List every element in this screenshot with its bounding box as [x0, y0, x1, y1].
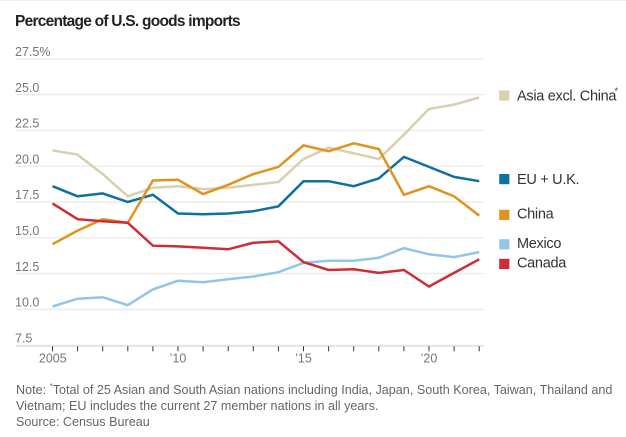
svg-text:2005: 2005 — [39, 352, 67, 366]
svg-text:22.5: 22.5 — [15, 117, 39, 131]
svg-text:20.0: 20.0 — [15, 152, 39, 166]
svg-text:’20: ’20 — [421, 352, 438, 366]
svg-text:China: China — [517, 207, 555, 223]
svg-text:’15: ’15 — [295, 352, 312, 366]
svg-text:Asia excl. China: Asia excl. China — [517, 89, 617, 105]
svg-text:’10: ’10 — [170, 352, 187, 366]
svg-text:Canada: Canada — [517, 256, 567, 272]
svg-text:15.0: 15.0 — [15, 224, 39, 238]
svg-text:25.0: 25.0 — [15, 81, 39, 95]
svg-text:12.5: 12.5 — [15, 260, 39, 274]
svg-text:27.5%: 27.5% — [15, 45, 50, 59]
svg-text:Mexico: Mexico — [517, 236, 561, 252]
svg-text:EU + U.K.: EU + U.K. — [517, 172, 579, 188]
svg-text:10.0: 10.0 — [15, 296, 39, 310]
svg-text:7.5: 7.5 — [15, 331, 32, 345]
svg-text:17.5: 17.5 — [15, 188, 39, 202]
svg-text:*: * — [615, 86, 619, 96]
